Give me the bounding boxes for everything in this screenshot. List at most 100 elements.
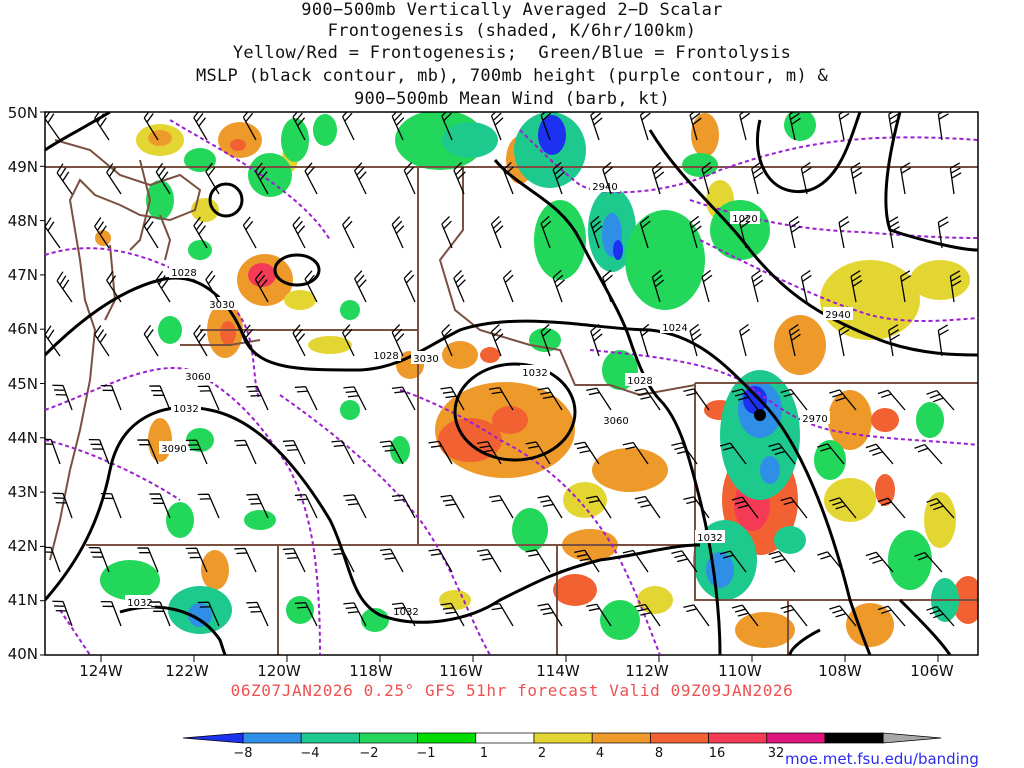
lon-label: 112W <box>625 662 669 680</box>
wind-barb <box>751 161 764 195</box>
shaded-frontogenesis-layer <box>95 112 978 648</box>
wind-barb <box>143 324 159 357</box>
wind-barb <box>590 323 603 357</box>
colorbar-label: 8 <box>654 746 664 761</box>
wind-barb <box>914 443 943 465</box>
colorbar-swatch <box>591 732 651 744</box>
wind-barb <box>246 601 269 627</box>
wind-barb <box>586 495 612 519</box>
wind-barb <box>331 440 355 465</box>
wind-barb <box>428 548 453 573</box>
wind-barb <box>242 216 257 249</box>
colorbar-high-arrow <box>882 732 942 744</box>
wind-barb <box>865 551 894 573</box>
wind-barb <box>242 112 257 141</box>
wind-barb <box>52 384 73 411</box>
lon-label: 124W <box>79 662 123 680</box>
colorbar-swatch <box>824 732 884 744</box>
wind-barb <box>768 442 796 465</box>
wind-barb <box>246 493 269 519</box>
wind-barb <box>888 112 900 141</box>
wind-barb <box>45 217 61 249</box>
mslp-contour-label: 1028 <box>171 268 196 279</box>
wind-barb <box>354 270 367 303</box>
mslp-label-bg <box>520 365 550 378</box>
wind-barb <box>52 600 73 627</box>
wind-barb <box>379 440 404 465</box>
wind-barb <box>788 324 801 357</box>
wind-barb <box>537 603 563 627</box>
wind-barb <box>143 216 159 249</box>
colorbar-swatch <box>475 732 535 744</box>
wind-barb <box>294 601 318 627</box>
lon-label: 122W <box>165 662 209 680</box>
wind-barb <box>865 443 894 465</box>
wind-barb <box>540 323 552 357</box>
wind-barb <box>689 215 702 249</box>
wind-barb <box>731 496 759 519</box>
wind-barb <box>719 442 747 465</box>
wind-barb <box>343 494 367 519</box>
wind-barb <box>476 441 502 465</box>
wind-barb <box>590 215 603 249</box>
colorbar-swatch <box>533 732 593 744</box>
wind-barb <box>185 439 208 465</box>
wind-barb <box>242 324 257 357</box>
lon-label: 120W <box>257 662 301 680</box>
wind-barb <box>343 602 367 627</box>
wind-barb <box>100 600 122 627</box>
wind-barb <box>292 216 306 249</box>
lat-label: 46N <box>7 320 38 338</box>
wind-barb <box>877 497 906 519</box>
wind-barb <box>342 112 355 141</box>
wind-barb <box>45 112 61 141</box>
wind-barb <box>391 112 405 141</box>
wind-barb <box>502 161 514 195</box>
wind-barb <box>739 112 751 141</box>
wind-barb <box>155 162 171 195</box>
wind-barb <box>149 493 171 519</box>
frontolysis-patches <box>100 112 959 640</box>
wind-barb <box>391 216 405 249</box>
wind-barb <box>888 216 900 249</box>
wind-barb <box>476 549 502 573</box>
credit-link[interactable]: moe.met.fsu.edu/banding <box>785 750 979 768</box>
mslp-label-bg <box>169 265 199 278</box>
wind-barb <box>137 547 159 573</box>
mslp-label-bg <box>695 530 725 543</box>
lat-label: 41N <box>7 591 38 609</box>
wind-barb <box>56 163 73 195</box>
wind-barb <box>731 604 759 627</box>
wind-barb <box>552 161 565 195</box>
wind-barb <box>622 441 649 465</box>
wind-barb <box>671 442 698 465</box>
title-line-3: Yellow/Red = Frontogenesis; Green/Blue =… <box>232 43 792 63</box>
wind-barb <box>914 551 943 573</box>
wind-barb <box>622 549 649 573</box>
colorbar-swatch <box>359 732 418 744</box>
wind-barb <box>440 602 465 627</box>
wind-barb <box>838 324 850 357</box>
wind-barb <box>282 439 306 465</box>
colorbar-label: 32 <box>767 746 785 761</box>
wind-barb <box>850 270 863 303</box>
wind-barb <box>193 112 208 141</box>
wind-barb <box>490 323 504 357</box>
height-contour-label: 2970 <box>802 414 827 425</box>
wind-barb <box>342 324 355 357</box>
colorbar-label: −8 <box>233 746 253 761</box>
wind-barb <box>540 215 552 249</box>
wind-barb <box>488 387 514 411</box>
wind-barb <box>937 216 949 249</box>
wind-barb <box>838 112 850 141</box>
wind-barb <box>739 215 751 249</box>
wind-barb <box>719 550 747 573</box>
wind-barb <box>391 494 416 519</box>
wind-barb <box>602 161 613 195</box>
coastline <box>49 139 202 561</box>
mslp-label-bg <box>660 320 690 333</box>
wind-barb <box>403 270 416 303</box>
wind-barb <box>343 386 367 411</box>
wind-barb <box>441 216 453 249</box>
wind-barb <box>651 161 665 195</box>
